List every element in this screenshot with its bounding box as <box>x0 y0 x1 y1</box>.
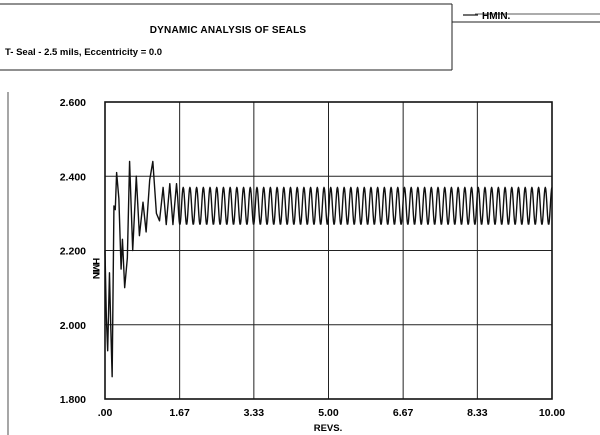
chart-subtitle: T- Seal - 2.5 mils, Eccentricity = 0.0 <box>5 47 162 58</box>
series-line-hmin <box>104 160 553 378</box>
x-tick-label: .00 <box>98 407 113 419</box>
y-tick-label: 2.600 <box>60 97 86 109</box>
y-tick-label: 2.000 <box>60 320 86 332</box>
x-tick-label: 5.00 <box>318 407 339 419</box>
x-axis-label: REVS. <box>314 423 343 434</box>
grid <box>104 101 553 400</box>
x-tick-label: 1.67 <box>169 407 190 419</box>
y-tick-label: 1.800 <box>60 394 86 406</box>
chart-title: DYNAMIC ANALYSIS OF SEALS <box>150 25 307 36</box>
x-tick-label: 10.00 <box>539 407 565 419</box>
x-tick-label: 6.67 <box>393 407 414 419</box>
y-tick-label: 2.200 <box>60 246 86 258</box>
y-axis-label: HMIN <box>90 258 101 279</box>
header-frame <box>0 3 600 435</box>
y-tick-label: 2.400 <box>60 171 86 183</box>
legend: HMIN. <box>463 11 511 22</box>
x-tick-label: 3.33 <box>244 407 265 419</box>
x-tick-label: 8.33 <box>467 407 488 419</box>
tick-labels: .00 1.67 3.33 5.00 6.67 8.33 10.00 1.800 2.000 2.… <box>60 97 566 419</box>
legend-entry-hmin: HMIN. <box>482 11 511 22</box>
